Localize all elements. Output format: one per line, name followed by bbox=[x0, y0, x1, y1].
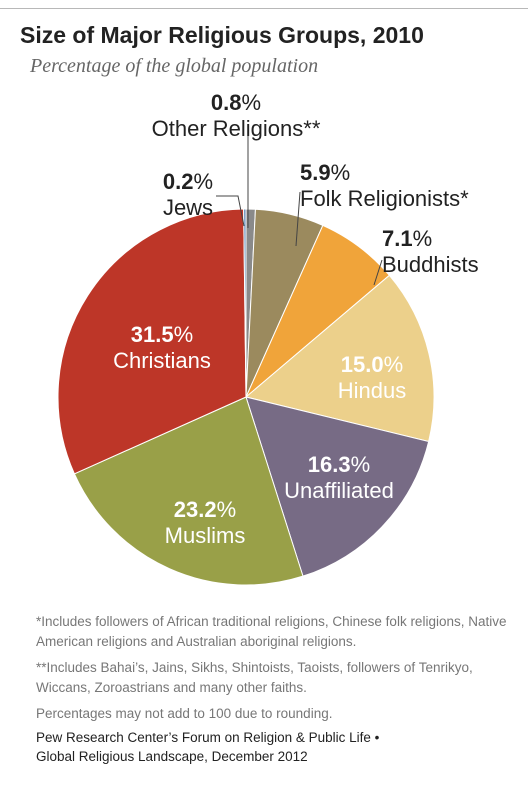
label-christians: 31.5%Christians bbox=[113, 322, 211, 373]
name-label-muslims: Muslims bbox=[165, 523, 246, 548]
value-label-muslims: 23.2% bbox=[174, 497, 236, 522]
name-label-christians: Christians bbox=[113, 348, 211, 373]
label-other-religions: 0.8%Other Religions** bbox=[152, 90, 321, 141]
value-label-jews: 0.2% bbox=[163, 169, 213, 194]
slice-labels: 0.8%Other Religions** 5.9%Folk Religionis… bbox=[113, 90, 479, 548]
slice-muslims bbox=[73, 396, 304, 586]
pie-slices bbox=[57, 208, 435, 586]
label-jews: 0.2%Jews bbox=[163, 169, 213, 220]
leader-lines bbox=[216, 132, 383, 286]
source-line-1: Pew Research Center’s Forum on Religion … bbox=[36, 730, 380, 745]
slice-jews bbox=[243, 208, 247, 398]
name-label-folk-religionists: Folk Religionists* bbox=[300, 186, 469, 211]
label-folk-religionists: 5.9%Folk Religionists* bbox=[300, 160, 469, 211]
value-label-unaffiliated: 16.3% bbox=[308, 452, 370, 477]
footnote-other: **Includes Bahai’s, Jains, Sikhs, Shinto… bbox=[36, 660, 473, 695]
label-unaffiliated: 16.3%Unaffiliated bbox=[284, 452, 394, 503]
name-label-hindus: Hindus bbox=[338, 378, 406, 403]
leader-folk-religionists bbox=[295, 191, 301, 247]
value-label-other-religions: 0.8% bbox=[211, 90, 261, 115]
value-label-hindus: 15.0% bbox=[341, 352, 403, 377]
slice-christians bbox=[57, 208, 247, 475]
footnote-folk: *Includes followers of African tradition… bbox=[36, 614, 507, 649]
label-buddhists: 7.1%Buddhists bbox=[382, 226, 479, 277]
slice-unaffiliated bbox=[245, 396, 430, 577]
label-muslims: 23.2%Muslims bbox=[165, 497, 246, 548]
name-label-buddhists: Buddhists bbox=[382, 252, 479, 277]
footnotes: *Includes followers of African tradition… bbox=[36, 612, 516, 730]
slice-hindus bbox=[244, 274, 435, 443]
leader-jews bbox=[216, 195, 245, 227]
value-label-folk-religionists: 5.9% bbox=[300, 160, 350, 185]
source-line-2: Global Religious Landscape, December 201… bbox=[36, 749, 308, 764]
value-label-buddhists: 7.1% bbox=[382, 226, 432, 251]
source-credit: Pew Research Center’s Forum on Religion … bbox=[36, 728, 516, 766]
pie-chart: 0.8%Other Religions** 5.9%Folk Religionis… bbox=[57, 90, 479, 586]
leader-buddhists bbox=[373, 259, 383, 286]
name-label-unaffiliated: Unaffiliated bbox=[284, 478, 394, 503]
name-label-jews: Jews bbox=[163, 195, 213, 220]
footnote-rounding: Percentages may not add to 100 due to ro… bbox=[36, 706, 333, 721]
name-label-other-religions: Other Religions** bbox=[152, 116, 321, 141]
top-rule bbox=[0, 8, 528, 9]
chart-subtitle: Percentage of the global population bbox=[30, 55, 319, 77]
value-label-christians: 31.5% bbox=[131, 322, 193, 347]
chart-title: Size of Major Religious Groups, 2010 bbox=[20, 22, 424, 48]
label-hindus: 15.0%Hindus bbox=[338, 352, 406, 403]
